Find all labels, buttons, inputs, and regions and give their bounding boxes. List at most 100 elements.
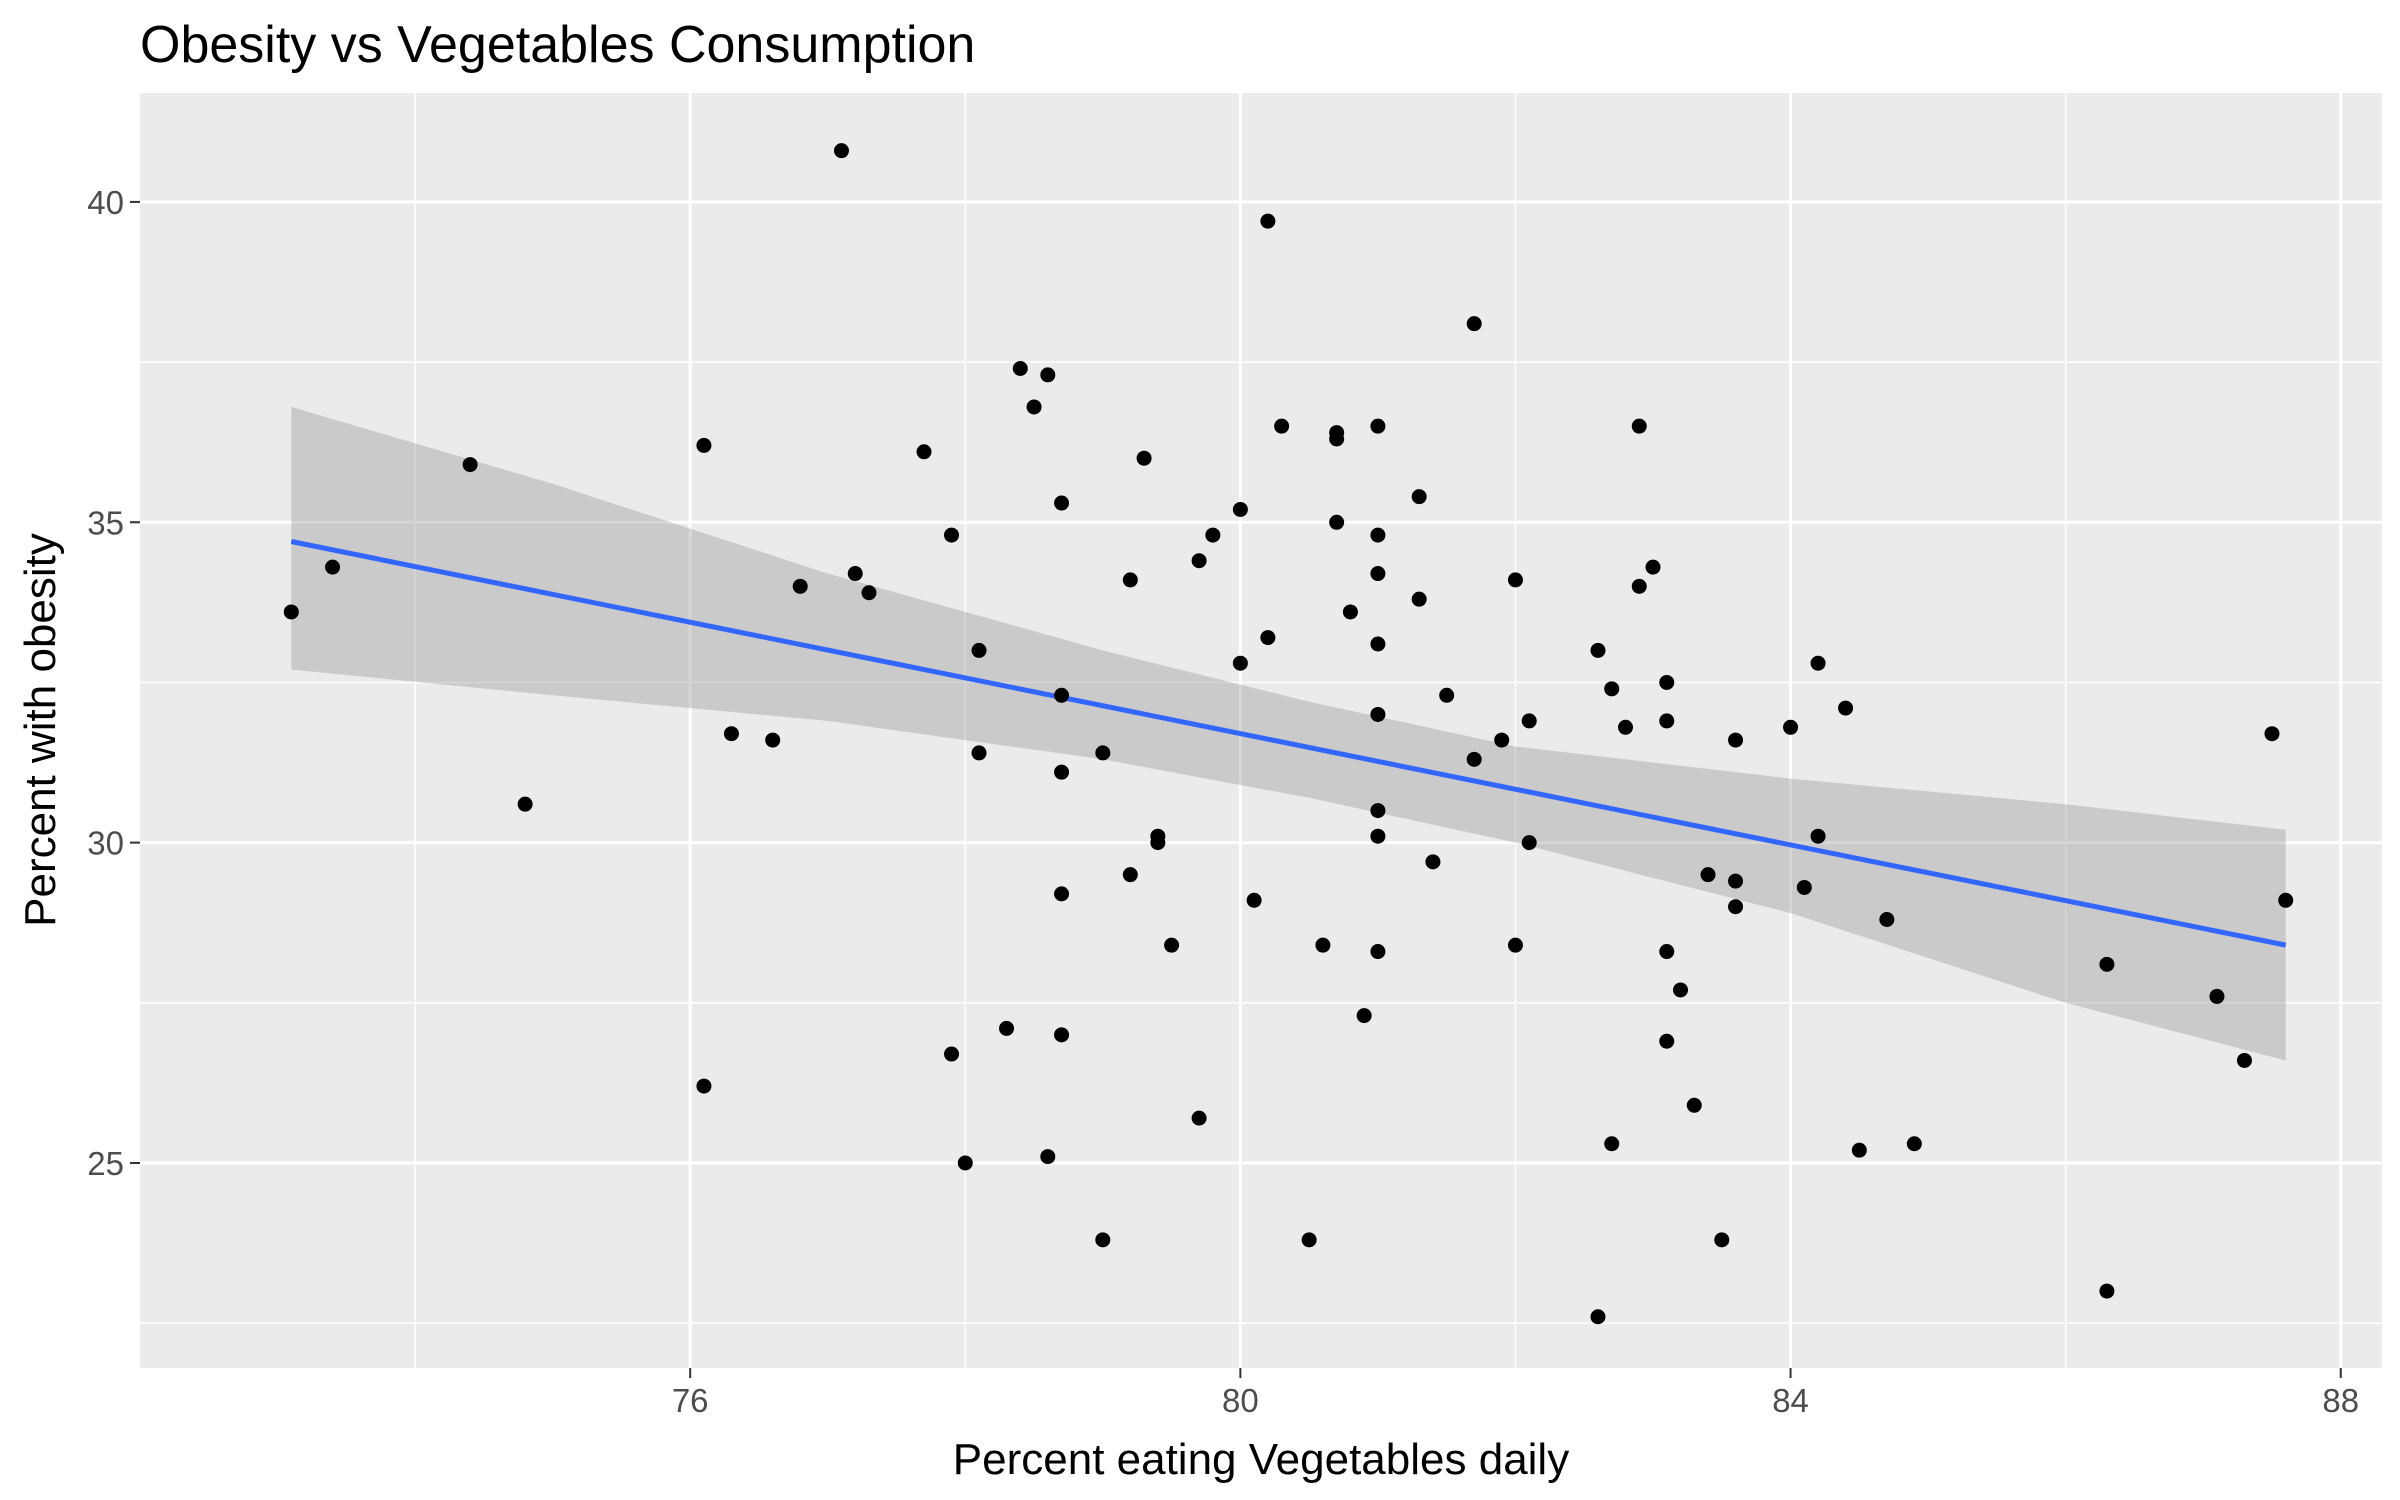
- data-point: [1659, 944, 1675, 960]
- x-axis-title: Percent eating Vegetables daily: [953, 1435, 1569, 1484]
- data-point: [916, 444, 932, 460]
- data-point: [1810, 655, 1826, 671]
- data-point: [861, 585, 877, 601]
- data-point: [1122, 867, 1138, 883]
- data-point: [1356, 1008, 1372, 1024]
- data-point: [1604, 681, 1620, 697]
- data-point: [999, 1020, 1015, 1036]
- data-point: [1411, 591, 1427, 607]
- data-point: [1370, 636, 1386, 652]
- x-tick-label: 76: [672, 1382, 709, 1419]
- data-point: [1796, 879, 1812, 895]
- data-point: [1232, 501, 1248, 517]
- data-point: [1095, 1232, 1111, 1248]
- data-point: [1783, 719, 1799, 735]
- plot-panel: [140, 93, 2382, 1368]
- data-point: [1122, 572, 1138, 588]
- data-point: [1260, 213, 1276, 229]
- x-tick-label: 80: [1222, 1382, 1259, 1419]
- data-point: [1631, 418, 1647, 434]
- data-point: [1879, 912, 1895, 928]
- data-point: [1054, 886, 1070, 902]
- y-tick-label: 40: [87, 184, 124, 221]
- x-axis-ticks: 76 80 84 88: [672, 1368, 2359, 1419]
- data-point: [1631, 578, 1647, 594]
- data-point: [1301, 1232, 1317, 1248]
- data-point: [1040, 1149, 1056, 1165]
- x-tick-label: 88: [2322, 1382, 2359, 1419]
- data-point: [1838, 700, 1854, 716]
- data-point: [1054, 687, 1070, 703]
- data-point: [1686, 1097, 1702, 1113]
- y-tick-label: 30: [87, 825, 124, 862]
- data-point: [2209, 988, 2225, 1004]
- data-point: [1590, 642, 1606, 658]
- y-tick-label: 35: [87, 504, 124, 541]
- data-point: [1906, 1136, 1922, 1152]
- data-point: [2099, 956, 2115, 972]
- data-point: [1232, 655, 1248, 671]
- data-point: [1191, 1110, 1207, 1126]
- data-point: [944, 1046, 960, 1062]
- data-point: [1370, 418, 1386, 434]
- data-point: [1012, 361, 1028, 377]
- data-point: [1673, 982, 1689, 998]
- data-point: [1205, 527, 1221, 543]
- data-point: [696, 1078, 712, 1094]
- regression-line: [290, 539, 2287, 948]
- data-point: [792, 578, 808, 594]
- data-point: [1054, 764, 1070, 780]
- data-point: [2236, 1052, 2252, 1068]
- data-point: [1260, 630, 1276, 646]
- data-point: [1370, 527, 1386, 543]
- data-point: [1370, 566, 1386, 582]
- data-point: [1274, 418, 1290, 434]
- data-point: [1370, 803, 1386, 819]
- data-point: [1466, 751, 1482, 767]
- data-point: [1439, 687, 1455, 703]
- data-point: [1507, 572, 1523, 588]
- data-point: [1164, 937, 1180, 953]
- data-point: [1645, 559, 1661, 575]
- confidence-band: [291, 406, 2286, 1061]
- data-point: [1851, 1142, 1867, 1158]
- data-point: [1329, 431, 1345, 447]
- data-point: [1659, 674, 1675, 690]
- data-point: [1659, 713, 1675, 729]
- data-point: [1494, 732, 1510, 748]
- data-points: [283, 143, 2294, 1325]
- data-point: [1604, 1136, 1620, 1152]
- data-point: [1040, 367, 1056, 383]
- data-point: [847, 566, 863, 582]
- data-point: [1659, 1033, 1675, 1049]
- data-point: [1728, 899, 1744, 915]
- data-point: [1411, 489, 1427, 505]
- data-point: [1026, 399, 1042, 415]
- data-point: [1315, 937, 1331, 953]
- data-point: [1370, 944, 1386, 960]
- data-point: [1728, 732, 1744, 748]
- data-point: [517, 796, 533, 812]
- data-point: [971, 745, 987, 761]
- data-point: [1700, 867, 1716, 883]
- data-point: [1054, 495, 1070, 511]
- data-point: [833, 143, 849, 159]
- data-point: [957, 1155, 973, 1171]
- data-point: [1810, 828, 1826, 844]
- y-axis-title: Percent with obesity: [16, 533, 65, 927]
- data-point: [462, 457, 478, 473]
- data-point: [1246, 892, 1262, 908]
- data-point: [1617, 719, 1633, 735]
- data-point: [1329, 514, 1345, 530]
- y-tick-label: 25: [87, 1145, 124, 1182]
- data-point: [1150, 835, 1166, 851]
- data-point: [1136, 450, 1152, 466]
- data-point: [1521, 835, 1537, 851]
- data-point: [1370, 828, 1386, 844]
- data-point: [1095, 745, 1111, 761]
- data-point: [1507, 937, 1523, 953]
- data-point: [1054, 1027, 1070, 1043]
- data-point: [944, 527, 960, 543]
- y-axis-ticks: 25 30 35 40: [87, 184, 140, 1182]
